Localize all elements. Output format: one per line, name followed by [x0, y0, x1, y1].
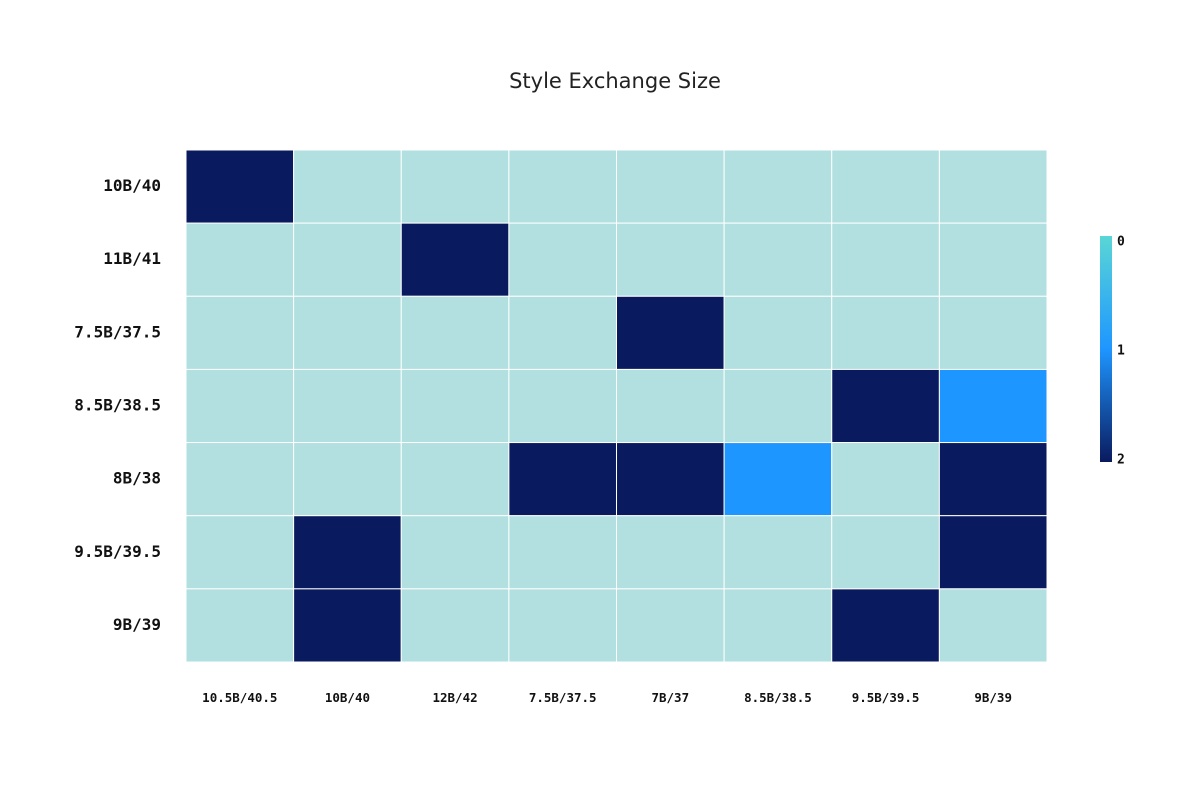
heatmap-cell [400, 149, 510, 224]
x-tick-label: 7.5B/37.5 [529, 690, 597, 705]
x-tick-label: 9.5B/39.5 [852, 690, 920, 705]
heatmap-cell [616, 588, 725, 663]
heatmap-cell [938, 442, 1048, 517]
heatmap-cell [616, 222, 725, 297]
heatmap-cell [293, 515, 402, 590]
heatmap-cell [723, 149, 833, 224]
heatmap-cell [185, 295, 295, 370]
colorbar-gradient [1100, 236, 1112, 462]
heatmap-cell [616, 368, 725, 444]
x-tick-label: 8.5B/38.5 [744, 690, 812, 705]
y-tick-label: 10B/40 [103, 176, 161, 195]
heatmap-cell [293, 295, 402, 370]
heatmap-cell [723, 588, 833, 663]
colorbar-tick-label: 1 [1117, 344, 1125, 359]
heatmap-cell [723, 368, 833, 444]
heatmap-cell [831, 368, 940, 444]
heatmap-cell [508, 588, 618, 663]
heatmap-cell [831, 588, 940, 663]
heatmap-cell [185, 368, 295, 444]
heatmap-cell [831, 222, 940, 297]
x-tick-label: 10B/40 [325, 690, 370, 705]
heatmap-cell [508, 222, 618, 297]
heatmap-cell [723, 515, 833, 590]
heatmap-cell [938, 588, 1048, 663]
x-axis-ticks: 10.5B/40.5 10B/40 12B/42 7.5B/37.5 7B/37 8.5B… [202, 690, 1012, 705]
heatmap-cell [293, 222, 402, 297]
y-tick-label: 8B/38 [113, 469, 161, 488]
heatmap-cell [185, 222, 295, 297]
colorbar-tick-label: 0 [1117, 235, 1125, 250]
heatmap-cell [185, 588, 295, 663]
colorbar: 0 1 2 [1100, 235, 1125, 468]
heatmap-cell [293, 368, 402, 444]
y-tick-label: 9B/39 [113, 615, 161, 634]
chart-title: Style Exchange Size [509, 69, 721, 93]
y-tick-label: 8.5B/38.5 [74, 396, 161, 415]
y-tick-label: 7.5B/37.5 [74, 322, 161, 341]
heatmap-cell [400, 222, 510, 297]
heatmap-cell [400, 588, 510, 663]
x-tick-label: 10.5B/40.5 [202, 690, 277, 705]
heatmap-cell [616, 149, 725, 224]
colorbar-tick-label: 2 [1117, 453, 1125, 468]
heatmap-cell [723, 222, 833, 297]
heatmap-cell [508, 515, 618, 590]
heatmap-cell [616, 515, 725, 590]
heatmap-cell [400, 515, 510, 590]
y-tick-label: 11B/41 [103, 249, 161, 268]
heatmap-cell [938, 222, 1048, 297]
x-tick-label: 7B/37 [651, 690, 689, 705]
heatmap-cell [185, 442, 295, 517]
heatmap-cell [723, 295, 833, 370]
heatmap-cell [400, 368, 510, 444]
heatmap-cell [508, 368, 618, 444]
heatmap-cell [831, 442, 940, 517]
y-tick-label: 9.5B/39.5 [74, 542, 161, 561]
heatmap-cell [723, 442, 833, 517]
heatmap-cell [831, 515, 940, 590]
heatmap-cell [938, 149, 1048, 224]
heatmap-cell [938, 515, 1048, 590]
heatmap-cell [400, 295, 510, 370]
heatmap-cell [185, 515, 295, 590]
heatmap-cell [508, 295, 618, 370]
heatmap-cell [831, 149, 940, 224]
heatmap-cell [616, 442, 725, 517]
heatmap-cell [938, 295, 1048, 370]
heatmap-cell [293, 442, 402, 517]
x-tick-label: 9B/39 [974, 690, 1012, 705]
heatmap-cell [293, 588, 402, 663]
heatmap-cell [616, 295, 725, 370]
heatmap-cell [831, 295, 940, 370]
heatmap-cells [185, 149, 1048, 663]
y-axis-ticks: 10B/40 11B/41 7.5B/37.5 8.5B/38.5 8B/38 9.5B/… [74, 176, 161, 634]
heatmap-cell [400, 442, 510, 517]
x-tick-label: 12B/42 [432, 690, 477, 705]
heatmap-cell [185, 149, 295, 224]
heatmap-cell [508, 442, 618, 517]
heatmap-cell [508, 149, 618, 224]
heatmap-cell [938, 368, 1048, 444]
heatmap-cell [293, 149, 402, 224]
